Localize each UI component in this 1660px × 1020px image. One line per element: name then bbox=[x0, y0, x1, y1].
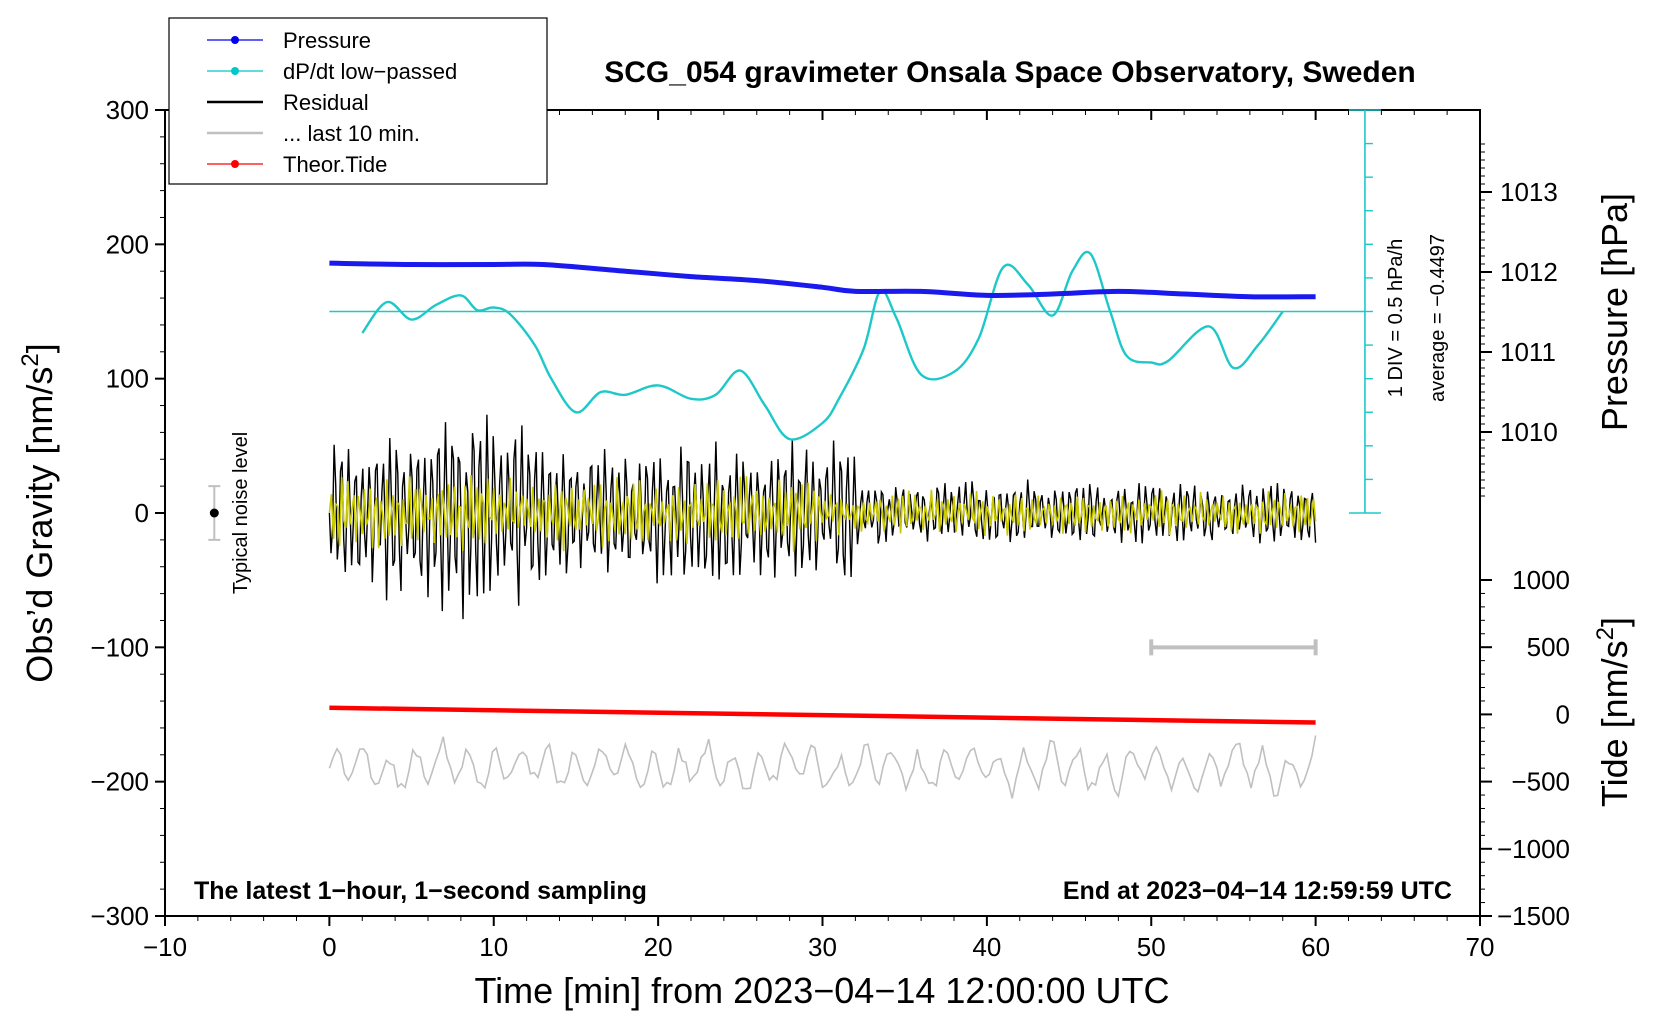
x-tick-label: 0 bbox=[322, 932, 336, 962]
legend-swatch-dot bbox=[231, 160, 239, 168]
x-tick-label: 50 bbox=[1137, 932, 1166, 962]
legend-label: Residual bbox=[283, 90, 369, 115]
x-tick-label: 40 bbox=[972, 932, 1001, 962]
last-10-min-bar bbox=[1149, 639, 1318, 656]
theor-tide-series bbox=[329, 705, 1316, 725]
bottom-right-note: End at 2023−04−14 12:59:59 UTC bbox=[1063, 877, 1452, 905]
tide-tick-label: 0 bbox=[1556, 699, 1570, 729]
divider-label: 1 DIV = 0.5 hPa/h bbox=[1385, 239, 1407, 397]
legend-label: Theor.Tide bbox=[283, 152, 387, 177]
tide-tick-label: −1000 bbox=[1497, 834, 1570, 864]
legend-item: Theor.Tide bbox=[207, 152, 387, 177]
bottom-left-note: The latest 1−hour, 1−second sampling bbox=[194, 877, 647, 905]
y-axis-title-tide: Tide [nm/s2] bbox=[1592, 617, 1635, 807]
tide-axis-ticks: 1000 500 0 −500 −1000 −1500 bbox=[1480, 565, 1570, 931]
typical-noise-bar bbox=[208, 485, 221, 541]
y-tick-label: −100 bbox=[90, 632, 149, 662]
average-label: average = −0.4497 bbox=[1427, 234, 1449, 402]
legend: Pressure dP/dt low−passed Residual ... last… bbox=[168, 17, 548, 185]
y-tick-label: 200 bbox=[106, 229, 149, 259]
residual-filtered-series bbox=[328, 475, 1317, 552]
tide-tick-label: −1500 bbox=[1497, 901, 1570, 931]
series-layer bbox=[328, 250, 1365, 799]
x-tick-label: 70 bbox=[1466, 932, 1495, 962]
pressure-tick-label: 1011 bbox=[1500, 337, 1556, 367]
noise-label: Typical noise level bbox=[230, 432, 252, 594]
x-axis-ticks: −10 0 10 20 30 40 50 60 70 bbox=[143, 110, 1495, 962]
x-tick-label: 60 bbox=[1301, 932, 1330, 962]
legend-item: ... last 10 min. bbox=[207, 121, 420, 146]
x-tick-label: 30 bbox=[808, 932, 837, 962]
dpdt-lowpassed-series bbox=[361, 250, 1284, 441]
legend-swatch-dot bbox=[231, 67, 239, 75]
tide-tick-label: 1000 bbox=[1512, 565, 1570, 595]
legend-label: ... last 10 min. bbox=[283, 121, 420, 146]
tide-tick-label: 500 bbox=[1527, 632, 1570, 662]
y-tick-label: −200 bbox=[90, 767, 149, 797]
last-10-min-series bbox=[328, 735, 1317, 799]
y-tick-label: 100 bbox=[106, 364, 149, 394]
x-tick-label: 10 bbox=[479, 932, 508, 962]
dpdt-division-scale bbox=[1348, 109, 1381, 514]
y-tick-label: −300 bbox=[90, 901, 149, 931]
y-tick-label: 0 bbox=[135, 498, 149, 528]
chart-title: SCG_054 gravimeter Onsala Space Observat… bbox=[604, 56, 1416, 89]
noise-bar-dot bbox=[209, 508, 219, 518]
pressure-tick-label: 1010 bbox=[1500, 417, 1558, 447]
legend-label: Pressure bbox=[283, 28, 371, 53]
y-tick-label: 300 bbox=[106, 95, 149, 125]
x-tick-label: −10 bbox=[143, 932, 187, 962]
legend-label: dP/dt low−passed bbox=[283, 59, 457, 84]
y-axis-ticks: 300 200 100 0 −100 −200 −300 bbox=[90, 95, 165, 931]
legend-item: Residual bbox=[207, 90, 369, 115]
pressure-tick-label: 1012 bbox=[1500, 257, 1558, 287]
y-axis-title-left: Obs’d Gravity [nm/s2] bbox=[17, 343, 60, 682]
x-axis-title: Time [min] from 2023−04−14 12:00:00 UTC bbox=[474, 970, 1169, 1011]
legend-item: dP/dt low−passed bbox=[207, 59, 457, 84]
pressure-tick-label: 1013 bbox=[1500, 177, 1558, 207]
legend-swatch-dot bbox=[231, 36, 239, 44]
legend-item: Pressure bbox=[207, 28, 371, 53]
x-tick-label: 20 bbox=[644, 932, 673, 962]
residual-series bbox=[328, 414, 1317, 620]
y-axis-title-pressure: Pressure [hPa] bbox=[1594, 193, 1635, 431]
tide-tick-label: −500 bbox=[1511, 767, 1570, 797]
pressure-axis-ticks: 1013 1012 1011 1010 bbox=[1480, 143, 1558, 497]
pressure-series bbox=[329, 260, 1316, 300]
